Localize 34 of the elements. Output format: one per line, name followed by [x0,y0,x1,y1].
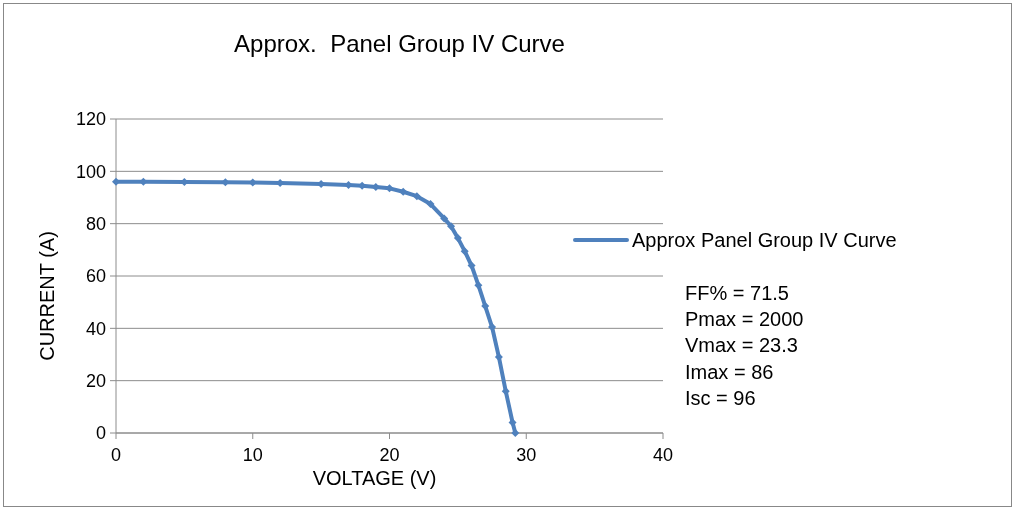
point [460,247,469,256]
text: Pmax = 2000 [685,308,804,331]
text: Vmax = 23.3 [685,334,798,357]
point [412,192,421,201]
y-tick-label: 0 [95,423,106,444]
x-tick-label: 20 [379,445,400,465]
point [447,222,456,231]
x-tick-label: 10 [242,445,263,465]
point [426,200,435,209]
y-tick-label: 120 [75,109,106,130]
point [474,281,483,290]
legend-label: Approx Panel Group IV Curve [632,229,897,251]
text: Imax = 86 [685,360,774,383]
y-tick-label: 60 [85,266,106,287]
point [501,387,510,396]
x-tick-label: 30 [516,445,537,465]
point [453,234,462,243]
point [467,261,476,270]
y-axis-title: CURRENT (A) [36,231,58,361]
point [511,429,520,437]
x-tick-label: 0 [110,445,122,465]
point [440,214,449,223]
point [112,177,120,186]
y-tick-label: 100 [75,161,106,182]
text: FF% = 71.5 [685,282,789,304]
point [481,302,490,311]
x-tick-label: 40 [652,445,674,465]
text: Isc = 96 [685,386,756,409]
point [399,187,408,196]
y-tick-label: 80 [85,213,106,234]
x-axis-title: VOLTAGE (V) [312,467,437,489]
y-tick-label: 20 [85,370,106,391]
y-tick-label: 40 [85,318,106,339]
chart-title: Approx. Panel Group IV Curve [234,30,565,57]
